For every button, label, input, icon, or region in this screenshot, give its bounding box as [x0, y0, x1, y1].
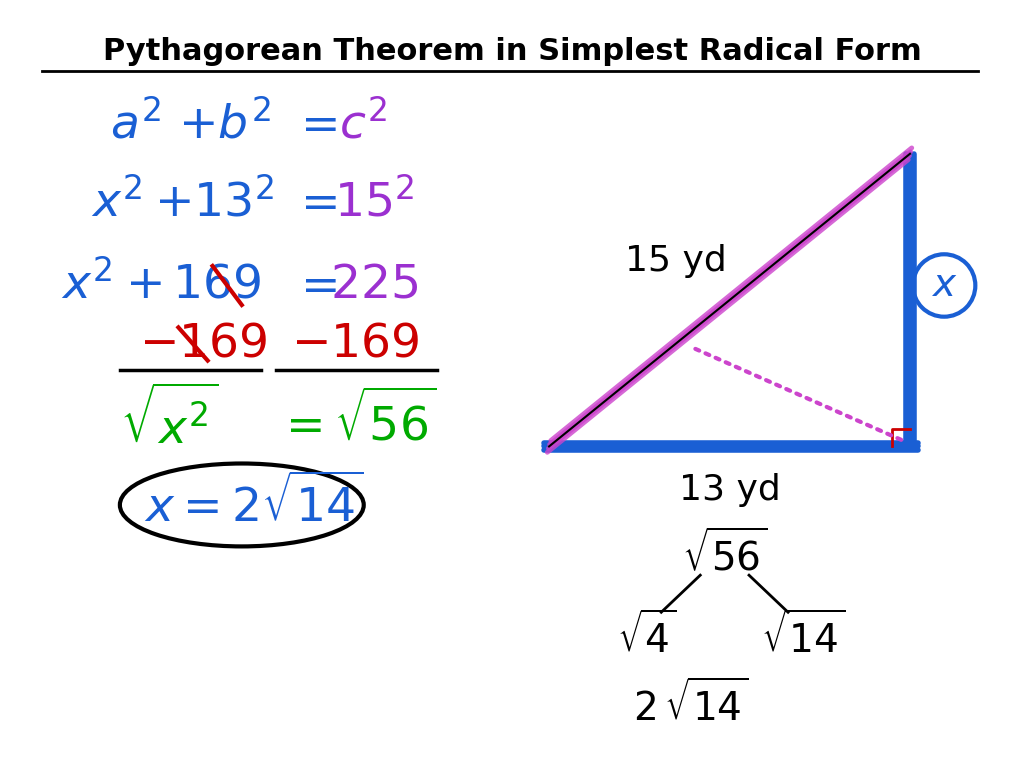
Text: $=$: $=$: [291, 102, 337, 147]
Text: $\sqrt{56}$: $\sqrt{56}$: [682, 529, 767, 578]
Text: $2\,\sqrt{14}$: $2\,\sqrt{14}$: [633, 680, 749, 729]
Text: $c^2$: $c^2$: [339, 101, 387, 148]
Text: $-169$: $-169$: [291, 322, 419, 366]
Text: $x^2$: $x^2$: [90, 179, 141, 226]
Text: $x = 2\sqrt{14}$: $x = 2\sqrt{14}$: [144, 477, 364, 533]
Text: $+b^2$: $+b^2$: [178, 101, 271, 148]
Text: $x^2$: $x^2$: [61, 262, 113, 309]
Text: $=\sqrt{56}$: $=\sqrt{56}$: [275, 392, 437, 452]
Text: $+\,169$: $+\,169$: [125, 263, 261, 308]
Text: $-169$: $-169$: [139, 322, 268, 366]
Text: $225$: $225$: [330, 263, 418, 308]
Text: $+13^2$: $+13^2$: [154, 179, 273, 226]
Text: $\sqrt{x^2}$: $\sqrt{x^2}$: [120, 389, 218, 455]
Text: Pythagorean Theorem in Simplest Radical Form: Pythagorean Theorem in Simplest Radical …: [102, 37, 922, 66]
Text: $15^2$: $15^2$: [335, 179, 415, 226]
Text: $\sqrt{14}$: $\sqrt{14}$: [761, 612, 845, 661]
Text: $x$: $x$: [931, 266, 957, 304]
Text: 13 yd: 13 yd: [679, 473, 780, 508]
Text: 15 yd: 15 yd: [625, 244, 727, 278]
Text: $=$: $=$: [291, 180, 337, 225]
Text: $\sqrt{4}$: $\sqrt{4}$: [616, 612, 677, 661]
Text: $=$: $=$: [291, 263, 337, 308]
Text: $a^2$: $a^2$: [111, 101, 161, 148]
